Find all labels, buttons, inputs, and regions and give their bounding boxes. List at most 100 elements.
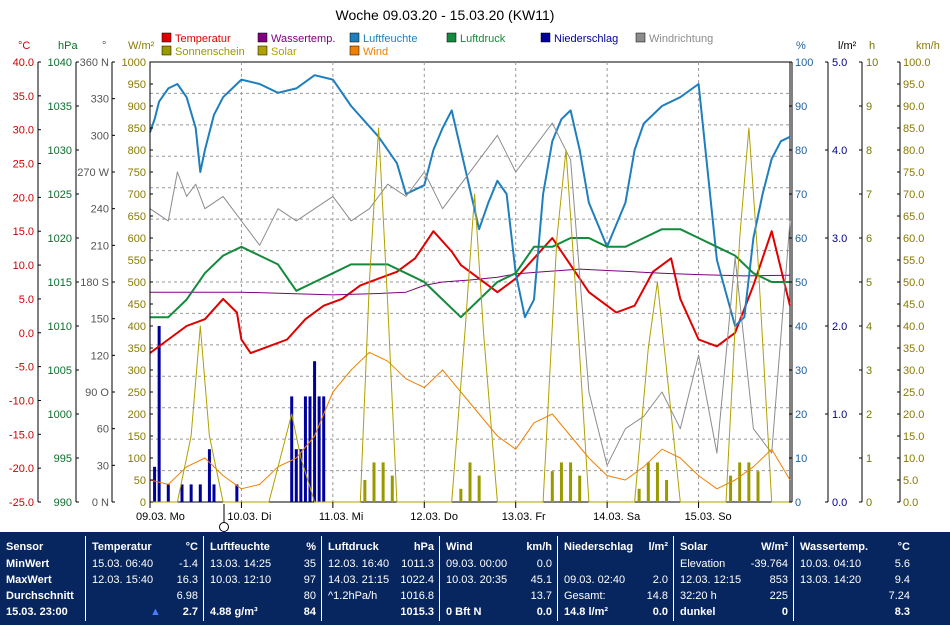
table-header: Wind km/h — [446, 541, 552, 556]
dir-tick-label: 240 — [91, 204, 109, 216]
hum-tick-label: 70 — [795, 189, 807, 201]
bar-sonnenschein — [390, 475, 394, 502]
wind-tick-label: 80.0 — [903, 145, 924, 157]
wind-tick-label: 30.0 — [903, 365, 924, 377]
table-row: ▲ 2.7 — [92, 606, 198, 621]
table-row: 7.24 — [800, 590, 910, 605]
legend-swatch — [257, 32, 268, 43]
legend-label: Sonnenschein — [175, 46, 245, 58]
table-row: 80 — [210, 590, 316, 605]
legend-label: Wind — [363, 46, 388, 58]
wind-tick-label: 55.0 — [903, 255, 924, 267]
chart-title: Woche 09.03.20 - 15.03.20 (KW11) — [336, 7, 555, 23]
table-header: Luftdruck hPa — [328, 541, 434, 556]
bar-sonnenschein — [459, 488, 463, 502]
table-header-label: Luftdruck — [328, 541, 379, 553]
table-cell-label: 0 Bft N — [446, 606, 482, 618]
hum-tick-label: 90 — [795, 101, 807, 113]
x-axis: 09.03. Mo 10.03. Di 11.03. Mi 12.03. Do 13.0… — [136, 502, 732, 532]
press-unit-label: hPa — [58, 40, 78, 52]
hum-tick-label: 60 — [795, 233, 807, 245]
bar-niederschlag — [317, 396, 321, 502]
table-row: 10.03. 12:10 97 — [210, 574, 316, 589]
table-row: 1015.3 — [328, 606, 434, 621]
wind-tick-label: 50.0 — [903, 277, 924, 289]
bar-sonnenschein — [578, 475, 582, 502]
legend-swatch — [161, 32, 172, 43]
press-tick-label: 1000 — [48, 409, 72, 421]
temp-tick-label: 15.0 — [13, 226, 34, 238]
table-cell-value: 8.3 — [894, 606, 910, 618]
table-row: 10.03. 04:10 5.6 — [800, 558, 910, 573]
press-tick-label: 1015 — [48, 277, 72, 289]
table-row: 09.03. 00:00 0.0 — [446, 558, 552, 573]
legend-label: Luftdruck — [460, 33, 506, 45]
table-cell-value: 7.24 — [888, 590, 910, 602]
bar-sonnenschein — [665, 480, 669, 502]
table-cell-value: 0.0 — [536, 558, 552, 570]
temp-tick-label: 35.0 — [13, 91, 34, 103]
press-tick-label: 1035 — [48, 101, 72, 113]
solar-tick-label: 100 — [128, 453, 146, 465]
wind-unit-label: km/h — [916, 40, 940, 52]
table-cell-value: 84 — [303, 606, 316, 618]
series-windrichtung — [149, 122, 791, 466]
table-cell-value: 9.4 — [894, 574, 910, 586]
table-row: 12.03. 15:40 16.3 — [92, 574, 198, 589]
solar-tick-label: 0 — [140, 497, 146, 509]
temp-unit-label: °C — [18, 40, 30, 52]
bar-niederschlag — [290, 396, 294, 502]
sun-tick-label: 9 — [866, 101, 872, 113]
table-cell-label: 12.03. 15:40 — [92, 574, 154, 586]
table-header-unit: °C — [897, 541, 910, 553]
sun-tick-label: 10 — [866, 57, 878, 69]
table-cell-value: 1022.4 — [400, 574, 434, 586]
table-header-unit: l/m² — [648, 541, 668, 553]
table-header: Luftfeuchte% — [210, 541, 316, 556]
bar-niederschlag — [308, 396, 312, 502]
table-cell-value: -1.4 — [179, 558, 198, 570]
sun-tick-label: 8 — [866, 145, 872, 157]
legend-swatch — [349, 45, 360, 56]
hum-tick-label: 40 — [795, 321, 807, 333]
solar-tick-label: 50 — [134, 475, 146, 487]
bar-niederschlag — [303, 396, 307, 502]
table-cell-label: 14.03. 21:15 — [328, 574, 390, 586]
table-cell-label: 09.03. 00:00 — [446, 558, 508, 570]
temp-tick-label: -20.0 — [9, 463, 34, 475]
table-cell-value: 0 — [781, 606, 788, 618]
table-cell-value: 2.0 — [652, 574, 668, 586]
table-cell-label: 14.8 l/m² — [564, 606, 609, 618]
legend-swatch — [446, 32, 457, 43]
bar-sonnenschein — [738, 462, 742, 502]
temp-tick-label: 30.0 — [13, 125, 34, 137]
bar-niederschlag — [294, 449, 298, 502]
solar-tick-label: 850 — [128, 123, 146, 135]
table-row: 10.03. 20:35 45.1 — [446, 574, 552, 589]
temp-tick-label: 40.0 — [13, 57, 34, 69]
table-cell-label: 12.03. 16:40 — [328, 558, 390, 570]
table-header-label: Luftfeuchte — [210, 541, 270, 553]
bar-niederschlag — [207, 449, 211, 502]
legend-label: Temperatur — [175, 33, 231, 45]
legend-swatch — [257, 45, 268, 56]
rain-tick-label: 0.0 — [832, 497, 847, 509]
table-column-niederschlag: Niederschlag l/m² 09.03. 02:40 2.0 Gesamt: 14… — [560, 532, 672, 625]
table-row: 14.03. 21:15 1022.4 — [328, 574, 434, 589]
table-row: ^1.2hPa/h 1016.8 — [328, 590, 434, 605]
plot-area — [149, 61, 791, 503]
bar-niederschlag — [313, 361, 317, 502]
table-cell-label: dunkel — [680, 606, 716, 618]
legend-swatch — [161, 45, 172, 56]
table-row: dunkel 0 — [680, 606, 788, 621]
x-tick-label: 10.03. Di — [227, 511, 271, 523]
table-header-unit: hPa — [413, 541, 434, 553]
axis-unit-labels: °C hPa ° W/m²% l/m² h km/h — [18, 40, 940, 52]
table-header: Sensor — [6, 541, 80, 556]
bar-sonnenschein — [756, 471, 760, 502]
rain-tick-label: 2.0 — [832, 321, 847, 333]
table-cell-label: 10.03. 12:10 — [210, 574, 272, 586]
table-header: Solar W/m² — [680, 541, 788, 556]
legend-label: Wassertemp. — [271, 33, 335, 45]
table-cell-label: 15.03. 06:40 — [92, 558, 154, 570]
